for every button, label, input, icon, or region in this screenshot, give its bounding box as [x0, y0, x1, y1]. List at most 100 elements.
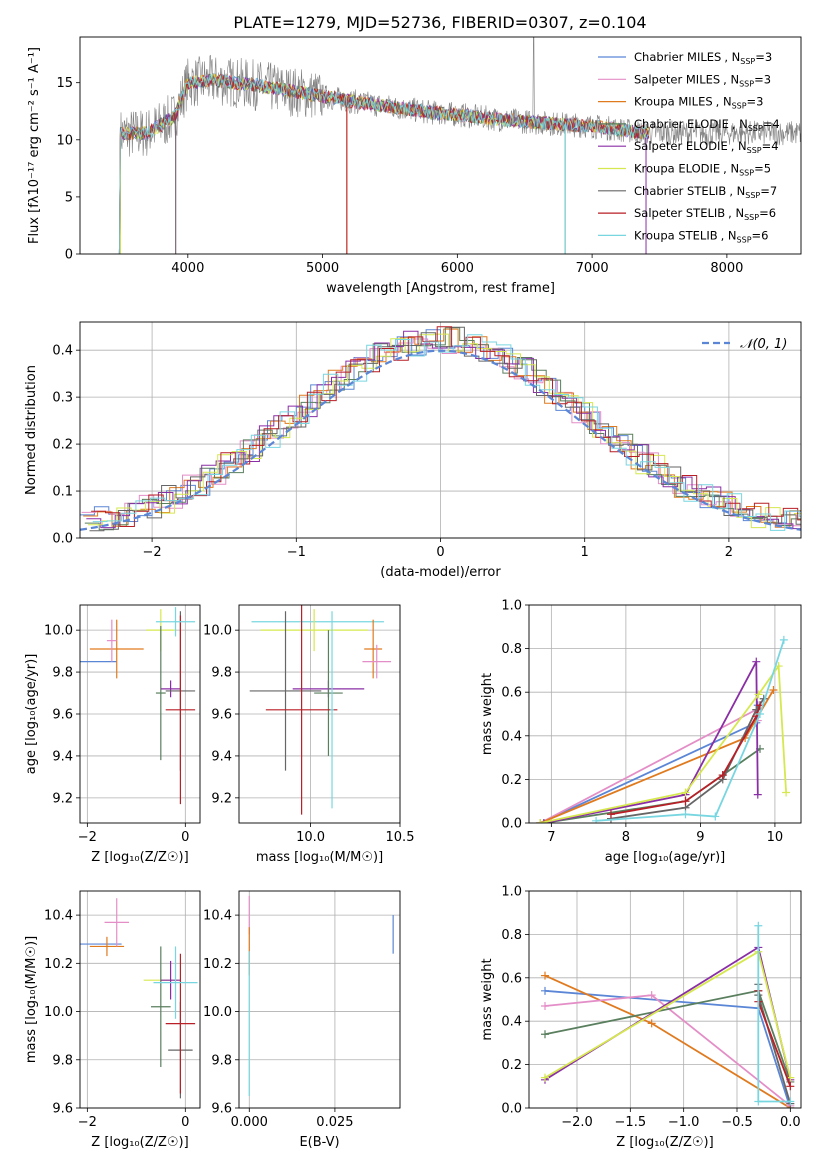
x-axis-label: mass [log₁₀(M/M☉)]: [256, 850, 383, 865]
y-tick-label: 0.4: [501, 729, 522, 744]
x-tick-label: 0: [181, 1115, 189, 1130]
weight-point-marker: [769, 686, 778, 695]
legend-nssp-prefix: , N: [723, 72, 739, 86]
y-tick-label: 9.8: [52, 1053, 73, 1068]
legend-nssp-prefix: , N: [729, 184, 745, 198]
x-tick-label: −2: [78, 1115, 97, 1130]
y-tick-label: 0.8: [501, 928, 522, 943]
weight-series-line: [539, 689, 775, 823]
model-spectrum-line: [115, 73, 649, 254]
legend-nssp-sub: SSP: [739, 169, 754, 178]
x-tick-label: −1: [287, 545, 306, 560]
legend-entry-label: Kroupa MILES: [634, 95, 713, 109]
y-tick-label: 1.0: [501, 599, 522, 614]
y-tick-label: 9.8: [52, 666, 73, 681]
legend-nssp-prefix: , N: [732, 117, 748, 131]
y-tick-label: 0.6: [501, 971, 522, 986]
histogram-step-line: [87, 333, 801, 529]
x-tick-label: 10.5: [386, 830, 415, 845]
spectrum-axes: 4000 5000 6000 7000 8000 0 5 10 15 wavelength [An…: [27, 36, 802, 296]
y-tick-label: 10.0: [203, 1005, 232, 1020]
model-spectrum-line: [115, 73, 650, 254]
weight-point-marker: [754, 921, 763, 930]
weight-point-marker: [779, 635, 788, 644]
legend-entry-label: Chabrier ELODIE: [634, 117, 729, 131]
x-axis-label: age [log₁₀(age/yr)]: [605, 850, 726, 865]
y-tick-label: 0.2: [52, 438, 73, 453]
x-axis-label: E(B-V): [299, 1135, 339, 1150]
y-axis-label: mass weight: [480, 958, 495, 1040]
x-tick-label: 8000: [710, 261, 743, 276]
age_vs_Z-axes: −2 0 9.2 9.4 9.6 9.8 10.0 Z [log₁₀(Z/Z☉)] age [l…: [24, 604, 201, 865]
legend-entry-label: Chabrier MILES: [634, 50, 721, 64]
weight-point-marker: [606, 810, 615, 819]
weight-point-marker: [752, 657, 761, 666]
x-tick-label: 7: [547, 830, 555, 845]
weight-point-marker: [681, 788, 690, 797]
data-spectrum-line: [120, 37, 801, 160]
histogram-step-line: [86, 330, 801, 530]
x-tick-label: −2: [78, 830, 97, 845]
y-tick-label: 15: [56, 76, 73, 91]
y-axis-label: mass weight: [480, 673, 495, 755]
legend-nssp-value: =7: [760, 184, 777, 198]
legend-nssp-sub: SSP: [744, 213, 759, 222]
error-bars: [80, 607, 196, 805]
residual_histogram-axes: −2 −1 0 1 2 0.0 0.1 0.2 0.3 0.4 (data-model)/error…: [24, 321, 802, 580]
legend-entry-label: Kroupa STELIB: [634, 228, 718, 242]
y-tick-label: 9.4: [211, 749, 232, 764]
x-tick-label: 8: [622, 830, 630, 845]
legend-nssp-value: =3: [755, 50, 772, 64]
error-bars: [80, 898, 198, 1099]
legend-nssp-sub: SSP: [747, 146, 762, 155]
y-tick-label: 10.4: [44, 909, 73, 924]
axes-frame: [79, 321, 802, 539]
y-tick-label: 9.6: [211, 1102, 232, 1117]
axes-frame: [79, 36, 802, 255]
y-tick-label: 9.8: [211, 666, 232, 681]
figure-title: PLATE=1279, MJD=52736, FIBERID=0307, z=0…: [233, 13, 646, 32]
y-tick-label: 10.2: [203, 957, 232, 972]
x-tick-label: 1: [581, 545, 589, 560]
x-axis-label: Z [log₁₀(Z/Z☉)]: [91, 1135, 188, 1150]
y-tick-label: 9.8: [211, 1053, 232, 1068]
legend-nssp-value: =4: [762, 139, 779, 153]
legend-entry-label: Salpeter ELODIE: [634, 139, 728, 153]
legend-entry-label: Kroupa ELODIE: [634, 162, 720, 176]
x-axis-label: wavelength [Angstrom, rest frame]: [326, 281, 555, 296]
legend-nssp-value: =6: [752, 228, 769, 242]
y-tick-label: 0.2: [501, 1058, 522, 1073]
x-tick-label: 5000: [306, 261, 339, 276]
mass_vs_Z-axes: −2 0 9.6 9.8 10.0 10.2 10.4 Z [log₁₀(Z/Z☉)] mass…: [24, 890, 201, 1150]
legend-nssp-prefix: , N: [728, 206, 744, 220]
weight-point-marker: [541, 1030, 549, 1039]
y-tick-label: 0: [65, 248, 73, 263]
y-tick-label: 5: [65, 190, 73, 205]
y-tick-label: 10.0: [44, 1005, 73, 1020]
weight-point-marker: [718, 771, 727, 780]
legend-nssp-value: =4: [763, 117, 780, 131]
weight-series-line: [544, 950, 792, 1079]
legend-nssp-sub: SSP: [748, 124, 763, 133]
histogram-step-line: [83, 328, 801, 528]
legend-nssp-prefix: , N: [723, 162, 739, 176]
y-axis-label: Normed distribution: [24, 365, 39, 495]
weight-point-marker: [681, 797, 690, 806]
x-tick-label: 9: [696, 830, 704, 845]
axes-frame: [79, 604, 201, 824]
x-tick-label: −2: [143, 545, 162, 560]
legend-nssp-sub: SSP: [740, 57, 755, 66]
weight-point-marker: [782, 788, 791, 797]
x-tick-label: 10: [767, 830, 784, 845]
weight-point-marker: [541, 1002, 549, 1011]
x-tick-label: 7000: [576, 261, 609, 276]
normal-reference-curve: [80, 349, 801, 531]
y-tick-label: 10.2: [44, 957, 73, 972]
legend-nssp-sub: SSP: [737, 235, 752, 244]
y-tick-label: 10.4: [203, 909, 232, 924]
y-tick-label: 0.0: [52, 532, 73, 547]
weight-point-marker: [592, 816, 601, 823]
legend-nssp-prefix: , N: [716, 95, 732, 109]
